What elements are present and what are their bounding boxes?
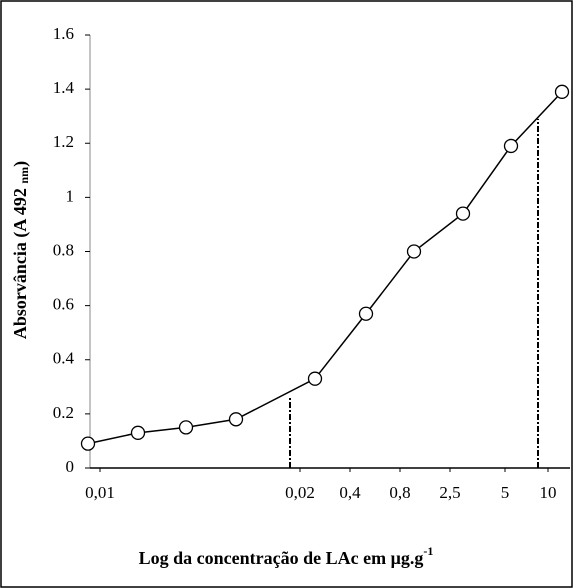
- point: [406, 244, 422, 259]
- point: [80, 436, 96, 451]
- y-tick-label: 1.6: [53, 24, 74, 43]
- x-axis-title: Log da concentração de LAc em μg.g-1: [139, 544, 434, 568]
- x-tick-label: 10: [540, 483, 557, 502]
- y-tick-label: 0.8: [53, 240, 74, 259]
- point: [130, 425, 146, 440]
- x-tick-label: 5: [501, 483, 510, 502]
- point: [228, 412, 244, 427]
- y-tick-label: 1.4: [53, 78, 75, 97]
- x-tick-label: 2,5: [439, 483, 460, 502]
- y-tick-label: 1: [66, 186, 75, 205]
- y-tick-label: 0.4: [53, 349, 75, 368]
- x-tick-label: 0,8: [389, 483, 410, 502]
- x-tick-label: 0,01: [85, 483, 115, 502]
- point: [554, 84, 570, 99]
- y-axis-title: Absorvância (A 492 nm): [10, 161, 31, 339]
- point: [307, 371, 323, 386]
- point: [178, 420, 194, 435]
- y-tick-label: 0.6: [53, 295, 74, 314]
- point: [455, 206, 471, 221]
- x-tick-label: 0,02: [285, 483, 315, 502]
- point: [358, 306, 374, 321]
- y-tick-label: 0.2: [53, 403, 74, 422]
- series-line: [87, 91, 563, 445]
- x-tick-label: 0,4: [339, 483, 361, 502]
- point: [503, 138, 519, 154]
- y-tick-label: 0: [66, 457, 75, 476]
- y-tick-label: 1.2: [53, 132, 74, 151]
